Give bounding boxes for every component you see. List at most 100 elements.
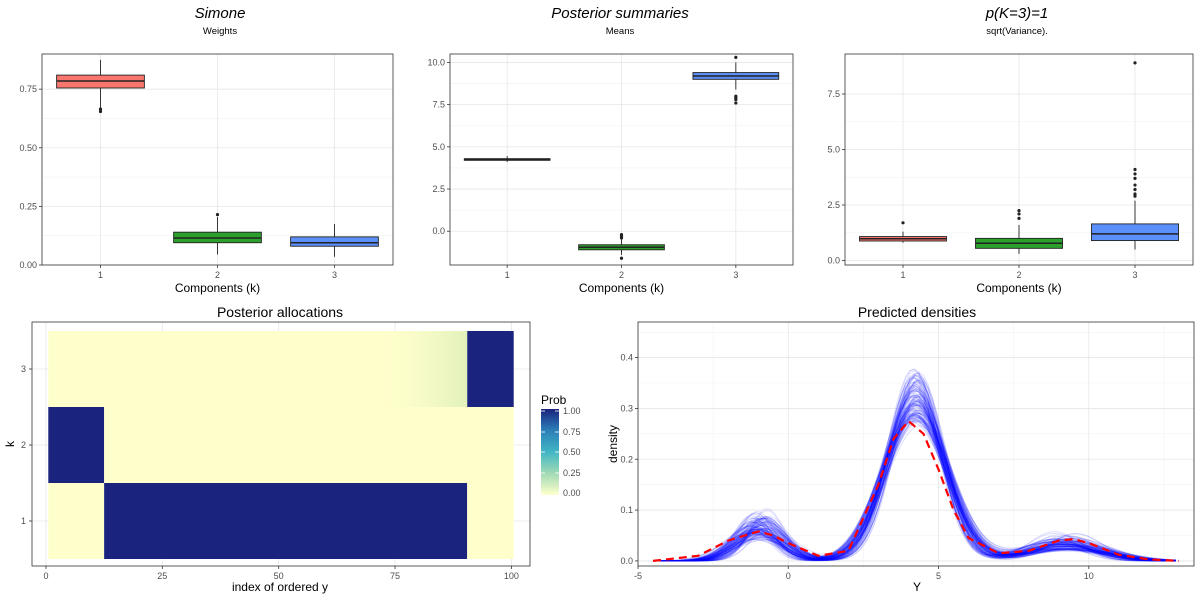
legend-tick-label: 0.00: [563, 488, 581, 498]
posterior-density-draw: [653, 381, 1177, 562]
posterior-density-draw: [653, 386, 1177, 562]
heatmap-tile-k2: [48, 407, 105, 483]
y-tick-label: 0.3: [620, 403, 633, 413]
x-tick-label: 0: [43, 571, 48, 581]
box-body-3: [1091, 223, 1179, 242]
posterior-density-draw: [653, 390, 1177, 562]
mean-density-line: [652, 420, 1180, 562]
posterior-density-draw: [653, 396, 1177, 562]
posterior-density-draw: [653, 381, 1176, 562]
box-outlier: [734, 94, 738, 98]
box-outlier: [734, 55, 738, 59]
x-axis-label: index of ordered y: [232, 580, 328, 594]
y-tick-label: 5.0: [827, 145, 840, 155]
posterior-density-draw: [653, 404, 1176, 562]
posterior-density-draw: [653, 399, 1176, 562]
posterior-density-draw: [653, 374, 1177, 562]
x-tick-label: 75: [390, 571, 400, 581]
box-outlier: [619, 236, 624, 240]
x-tick-label: 100: [504, 571, 519, 581]
posterior-density-draw: [653, 416, 1176, 562]
posterior-density-draw: [653, 377, 1177, 562]
posterior-density-draw: [653, 417, 1177, 562]
posterior-density-draw: [653, 373, 1177, 562]
x-tick-label: 1: [98, 270, 103, 280]
posterior-density-draw: [653, 372, 1177, 562]
box-outlier: [1133, 176, 1137, 180]
posterior-density-draw: [653, 420, 1177, 562]
posterior-density-draw: [653, 412, 1176, 562]
posterior-density-draw: [653, 402, 1176, 562]
y-tick-label: 0.75: [19, 84, 37, 94]
y-tick-label: 7.5: [827, 89, 840, 99]
posterior-density-draw: [653, 416, 1177, 562]
box-outlier: [901, 221, 905, 225]
x-tick-label: 3: [332, 270, 337, 280]
y-tick-label: 0.0: [620, 556, 633, 566]
posterior-density-draw: [653, 409, 1177, 562]
x-axis-label: Components (k): [976, 281, 1061, 295]
posterior-density-draw: [653, 375, 1176, 562]
posterior-density-draw: [653, 399, 1176, 562]
x-tick-label: -5: [634, 571, 642, 581]
posterior-density-draw: [653, 402, 1177, 562]
posterior-density-draw: [653, 389, 1176, 562]
box-outlier: [619, 256, 624, 260]
box-outlier: [1133, 167, 1137, 172]
y-tick-label: 5.0: [432, 142, 445, 152]
y-tick-label: 0.00: [19, 260, 37, 270]
x-axis-label: Components (k): [175, 281, 260, 295]
y-tick-label: 0.0: [432, 226, 445, 236]
posterior-density-draw: [653, 400, 1176, 562]
x-tick-label: 2: [619, 270, 624, 280]
posterior-density-draw: [653, 392, 1176, 562]
posterior-density-draw: [653, 413, 1177, 562]
x-tick-label: 0: [786, 571, 791, 581]
panel-subtitle: Means: [606, 26, 635, 37]
posterior-density-draw: [653, 413, 1177, 562]
posterior-density-draw: [653, 419, 1177, 562]
posterior-density-draw: [653, 398, 1177, 562]
x-tick-label: 1: [505, 270, 510, 280]
posterior-density-draw: [653, 409, 1177, 562]
posterior-density-draw: [653, 401, 1176, 562]
posterior-density-draw: [653, 405, 1177, 562]
left-column-title: Simone: [195, 5, 246, 22]
posterior-density-draw: [653, 402, 1177, 562]
posterior-density-draw: [653, 411, 1176, 562]
posterior-density-draw: [653, 372, 1176, 562]
y-tick-label: 7.5: [432, 100, 445, 110]
posterior-density-draw: [653, 400, 1176, 562]
heatmap-tile-k3: [467, 331, 514, 407]
box-body-3: [290, 236, 379, 247]
x-tick-label: 2: [215, 270, 220, 280]
box-outlier: [1133, 61, 1137, 65]
posterior-density-draw: [653, 394, 1177, 562]
posterior-density-draw: [653, 393, 1177, 562]
posterior-density-draw: [653, 414, 1177, 562]
heatmap-tile-k1: [104, 483, 468, 559]
posterior-density-draw: [653, 386, 1177, 562]
posterior-density-draw: [653, 379, 1176, 562]
posterior-density-draw: [653, 415, 1177, 562]
box-outlier: [734, 101, 738, 105]
posterior-density-draw: [653, 395, 1177, 562]
panel-border: [31, 321, 531, 567]
posterior-density-draw: [653, 395, 1176, 562]
x-tick-label: 25: [157, 571, 167, 581]
predicted-densities-plot: Predicted densities -5 0 5 10 0.0 0.1 0.2 0.3 0.4…: [606, 304, 1195, 594]
posterior-density-draw: [653, 369, 1176, 562]
legend-tick-label: 0.25: [563, 468, 581, 478]
posterior-density-draw: [653, 419, 1177, 562]
posterior-density-draw: [653, 417, 1177, 562]
box-outlier: [98, 107, 103, 111]
y-tick-label: 0.0: [827, 256, 840, 266]
box-outlier: [1133, 194, 1137, 198]
legend-title: Prob: [541, 393, 567, 407]
posterior-density-draw: [653, 412, 1177, 562]
posterior-density-draw: [653, 388, 1176, 562]
x-tick-label: 10: [1084, 571, 1094, 581]
weights-boxplot: Weights 0.00 0.25 0.50 0.75 1 2 3 Components (k): [19, 26, 394, 295]
legend-tick-label: 1.00: [563, 406, 581, 416]
